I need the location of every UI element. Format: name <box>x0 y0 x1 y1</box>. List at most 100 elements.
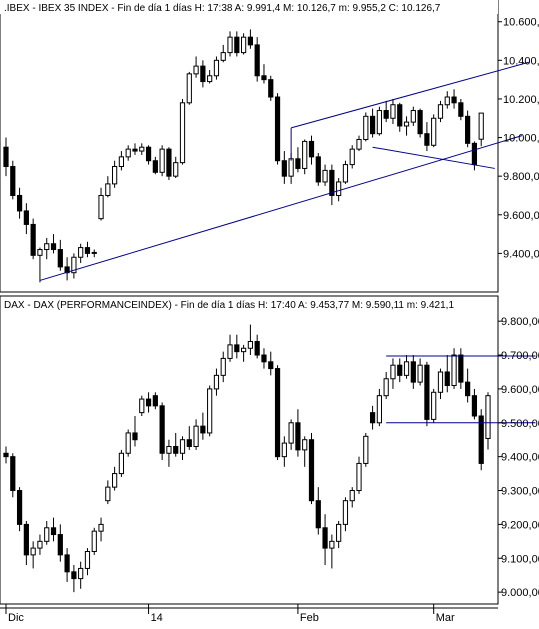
ibex-candle-body-up <box>179 102 186 164</box>
ibex-candle <box>431 114 437 148</box>
ibex-candle-body-down <box>451 96 457 104</box>
dax-candle-body-down <box>274 368 281 458</box>
ibex-candle <box>57 239 63 271</box>
dax-candle <box>465 368 471 403</box>
ibex-candle-body-down <box>200 65 206 83</box>
dax-candle <box>179 436 186 461</box>
ibex-candle <box>227 31 233 57</box>
ibex-candle <box>349 145 355 169</box>
ibex-title: .IBEX - IBEX 35 INDEX - Fin de día 1 día… <box>4 3 441 14</box>
dax-candle-body-up <box>207 388 213 434</box>
ibex-candle-body-up <box>363 115 369 140</box>
dax-candle <box>112 466 118 491</box>
dax-candle-body-up <box>118 452 125 475</box>
ibex-candle <box>213 56 220 80</box>
dax-candle <box>431 388 437 423</box>
ibex-candle-body-up <box>322 169 328 183</box>
ibex-candle <box>376 106 382 136</box>
dax-candle-body-up <box>336 523 342 542</box>
dax-candle-body-up <box>247 340 253 349</box>
dax-candle-body-up <box>78 567 84 580</box>
ibex-candle-body-up <box>220 52 226 61</box>
ibex-candle <box>145 145 152 165</box>
ibex-candle-body-down <box>465 115 471 144</box>
ibex-candle-body-down <box>145 146 152 162</box>
dax-candle-body-up <box>166 445 172 454</box>
dax-candle-body-down <box>186 439 192 447</box>
ibex-candle-body-down <box>471 142 478 166</box>
dax-candle-body-up <box>376 395 382 424</box>
dax-candle <box>173 432 179 457</box>
dax-candle-body-up <box>329 540 335 549</box>
ibex-candle <box>241 33 247 55</box>
dax-candle-body-up <box>98 523 104 532</box>
x-axis: Dic 14 Feb Mar <box>0 604 498 624</box>
dax-candle <box>227 334 233 362</box>
ibex-candles <box>3 29 484 283</box>
ibex-candle-body-up <box>98 194 104 220</box>
dax-title-bar <box>1 297 497 311</box>
ibex-candle <box>179 98 186 165</box>
dax-candle <box>50 517 57 542</box>
dax-candle-body-down <box>254 340 260 356</box>
dax-candle <box>383 371 389 400</box>
ibex-candle-body-up <box>302 140 308 169</box>
ibex-candle-body-down <box>234 36 240 54</box>
ibex-candle-body-down <box>274 96 281 162</box>
ibex-candle <box>3 137 9 177</box>
dax-candle <box>23 521 29 566</box>
dax-candle-body-down <box>145 398 152 407</box>
dax-candle <box>281 436 287 467</box>
ibex-candle-body-up <box>78 247 84 258</box>
ibex-candle <box>417 108 423 138</box>
ibex-candle-body-down <box>23 210 29 225</box>
ibex-candle <box>112 160 118 188</box>
dax-candle-body-up <box>220 357 226 376</box>
dax-candle-body-down <box>152 395 158 407</box>
dax-candle <box>261 348 267 369</box>
dax-candle-body-up <box>227 344 233 359</box>
ibex-candle-body-down <box>132 148 138 152</box>
dax-candle-body-down <box>410 361 416 383</box>
ibex-candle <box>261 64 267 84</box>
ibex-y-axis: 9.400,0 9.600,0 9.800,0 10.000,0 10.200,0 10.… <box>498 17 539 260</box>
ibex-candle <box>37 247 43 283</box>
ibex-ytick-label: 9.800,0 <box>503 171 539 183</box>
ibex-candle-body-up <box>403 121 410 127</box>
dax-candle-body-down <box>159 405 165 454</box>
ibex-candle <box>50 234 57 254</box>
ibex-candle <box>322 164 328 186</box>
dax-candle <box>3 446 9 464</box>
ibex-candle-body-up <box>193 65 199 75</box>
ibex-candle-body-down <box>50 243 57 251</box>
dax-candle-body-up <box>356 462 362 492</box>
dax-candle-body-down <box>71 571 77 580</box>
ibex-title-bar <box>0 0 498 14</box>
dax-candle-body-up <box>139 398 145 414</box>
ibex-trendlines <box>39 61 529 281</box>
ibex-candle <box>16 187 23 219</box>
dax-candle-body-up <box>390 364 396 380</box>
ibex-panel: .IBEX - IBEX 35 INDEX - Fin de día 1 día… <box>0 0 539 293</box>
ibex-candle-body-down <box>458 102 464 117</box>
dax-candle <box>478 409 484 471</box>
x-tick-label: Mar <box>436 612 455 624</box>
dax-candle-body-up <box>91 530 97 552</box>
ibex-candle-body-up <box>207 75 213 83</box>
ibex-candle-body-down <box>308 140 315 158</box>
dax-candle <box>213 368 220 396</box>
ibex-candle-body-down <box>295 158 301 169</box>
ibex-trendline <box>290 61 529 129</box>
ibex-candle-body-down <box>16 194 23 212</box>
ibex-candle <box>451 89 457 109</box>
dax-candle-body-up <box>363 435 369 464</box>
ibex-candle-body-down <box>268 79 274 98</box>
dax-candle <box>403 355 410 379</box>
dax-candle <box>16 487 23 532</box>
ibex-candle <box>91 249 97 258</box>
dax-ytick-label: 9.800,00 <box>501 316 539 328</box>
ibex-candle <box>465 110 471 148</box>
ibex-candle <box>173 156 179 179</box>
ibex-candle <box>437 100 444 123</box>
